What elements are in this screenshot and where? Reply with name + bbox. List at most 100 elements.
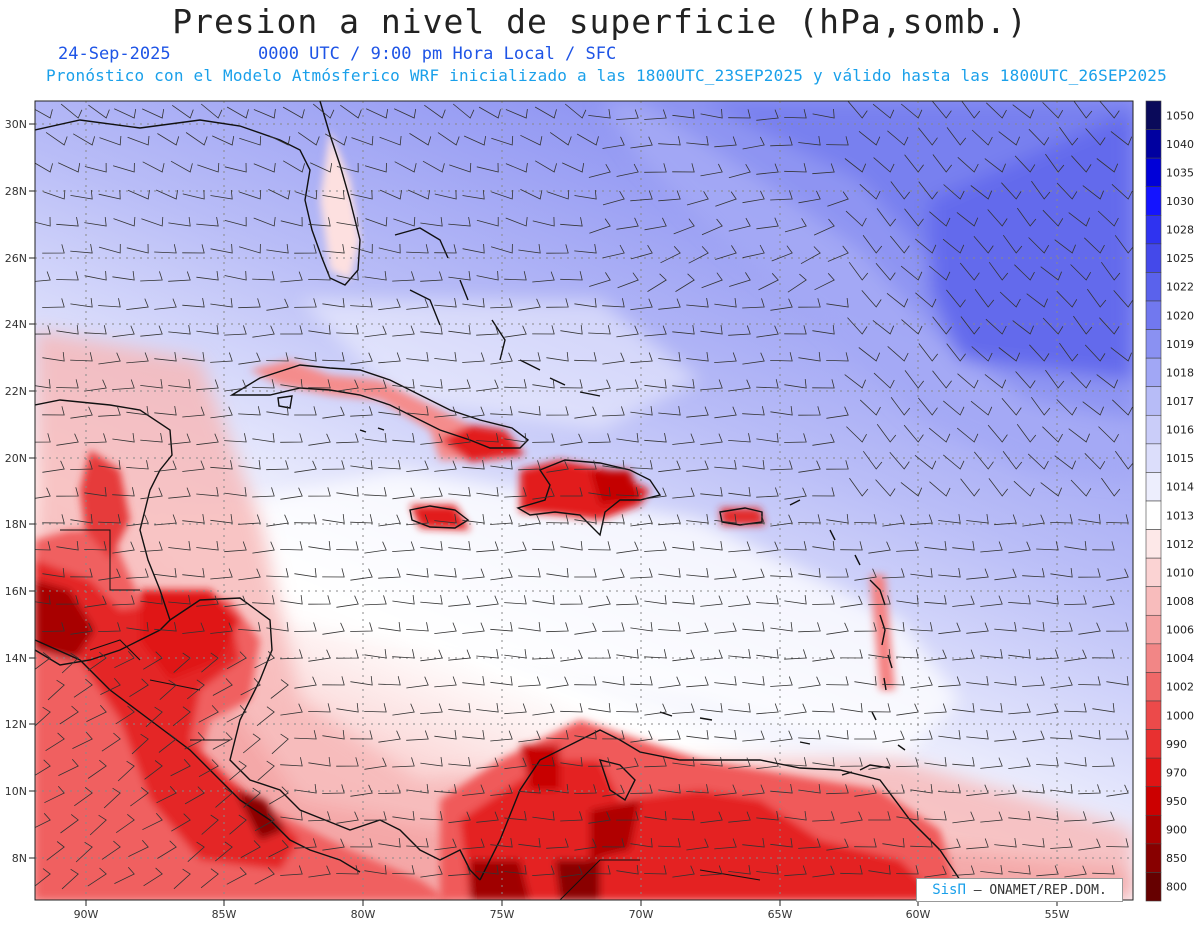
- wind-barb: [1078, 568, 1101, 578]
- wind-barb: [253, 109, 276, 119]
- wind-barb: [1050, 568, 1073, 578]
- wind-barb: [1110, 131, 1133, 146]
- wind-barb: [602, 136, 625, 149]
- wind-barb: [980, 757, 1003, 769]
- wind-barb: [340, 104, 362, 119]
- wind-barb: [918, 127, 938, 146]
- wind-barb: [140, 379, 163, 389]
- wind-barb: [224, 325, 247, 336]
- wind-barb: [532, 811, 555, 821]
- wind-barb: [252, 271, 275, 281]
- wind-barb: [154, 622, 177, 632]
- wind-barb: [546, 298, 569, 308]
- wind-barb: [574, 298, 597, 308]
- wind-barb: [168, 487, 191, 499]
- wind-barb: [987, 424, 1008, 443]
- wind-barb: [915, 238, 937, 254]
- wind-barb: [546, 730, 569, 740]
- wind-barb: [868, 649, 891, 659]
- colorbar-swatch: [1145, 386, 1162, 416]
- lat-lon-grid: [35, 101, 1133, 900]
- wind-barb: [868, 595, 891, 606]
- wind-barb: [449, 162, 472, 173]
- wind-barb: [1092, 703, 1115, 713]
- colorbar-label: 1028: [1166, 224, 1194, 237]
- wind-barb: [946, 289, 966, 308]
- wind-barb: [859, 399, 881, 416]
- wind-barb: [1064, 595, 1087, 605]
- wind-barb: [574, 568, 597, 578]
- wind-barb: [812, 379, 835, 389]
- wind-barb: [84, 433, 107, 444]
- wind-barb: [784, 595, 807, 605]
- wind-barb: [56, 487, 79, 497]
- colorbar-label: 850: [1166, 852, 1187, 865]
- wind-barb: [324, 133, 347, 146]
- wind-barb: [742, 460, 765, 470]
- wind-barb: [173, 868, 191, 890]
- wind-barb: [1045, 369, 1065, 389]
- wind-barb: [812, 541, 835, 551]
- wind-barb: [700, 703, 723, 713]
- wind-barb: [1068, 212, 1090, 227]
- wind-barb: [588, 109, 611, 119]
- wind-barb: [812, 163, 835, 175]
- wind-barb: [988, 478, 1009, 497]
- wind-barb: [862, 450, 883, 470]
- wind-barb: [84, 487, 107, 497]
- colorbar-swatch: [1145, 414, 1162, 445]
- wind-barb: [282, 160, 305, 173]
- wind-barb: [1036, 649, 1059, 660]
- wind-barb: [168, 541, 191, 551]
- wind-barb: [448, 217, 471, 227]
- wind-barb: [854, 514, 877, 524]
- colorbar-label: 900: [1166, 824, 1187, 837]
- wind-barb: [60, 814, 79, 834]
- wind-barb: [406, 460, 429, 472]
- wind-barb: [588, 325, 611, 335]
- wind-barb: [266, 352, 289, 362]
- wind-barb: [770, 784, 793, 794]
- wind-barb: [714, 460, 737, 470]
- wind-barb: [308, 649, 331, 662]
- wind-barb: [56, 217, 79, 227]
- wind-barb: [938, 622, 961, 635]
- wind-barb: [928, 427, 951, 443]
- wind-barb: [198, 759, 219, 778]
- wind-barb: [350, 189, 373, 200]
- wind-barb: [658, 622, 681, 632]
- colorbar-swatch: [1145, 643, 1162, 673]
- wind-barb: [616, 217, 639, 230]
- wind-barb: [1073, 101, 1093, 119]
- wind-barb: [560, 487, 583, 497]
- coast-caymans: [359, 427, 385, 433]
- wind-barb: [574, 460, 597, 470]
- wind-barb: [252, 487, 275, 498]
- wind-barb: [322, 568, 345, 578]
- wind-barb: [140, 325, 163, 337]
- wind-barb: [126, 460, 149, 470]
- wind-barb: [980, 703, 1003, 713]
- wind-barb: [212, 678, 233, 696]
- wind-barb: [224, 595, 247, 608]
- wind-barb: [35, 271, 51, 282]
- wind-barb: [378, 622, 401, 632]
- wind-barb: [826, 838, 849, 851]
- lat-tick-label: 10N: [5, 785, 27, 798]
- wind-barb: [182, 352, 205, 362]
- wind-barb: [210, 568, 233, 580]
- wind-barb: [322, 352, 345, 362]
- wind-barb: [1028, 237, 1050, 254]
- wind-barb: [35, 813, 51, 829]
- wind-barb: [168, 217, 191, 227]
- wind-barb: [686, 676, 709, 688]
- wind-barb: [961, 101, 981, 119]
- wind-barb: [924, 595, 947, 605]
- wind-barb: [294, 676, 317, 689]
- wind-barb: [364, 865, 387, 875]
- wind-barb: [364, 433, 387, 443]
- wind-barb: [127, 189, 150, 200]
- wind-barb: [1085, 128, 1106, 146]
- wind-barb: [448, 757, 471, 767]
- wind-barb: [1054, 455, 1076, 470]
